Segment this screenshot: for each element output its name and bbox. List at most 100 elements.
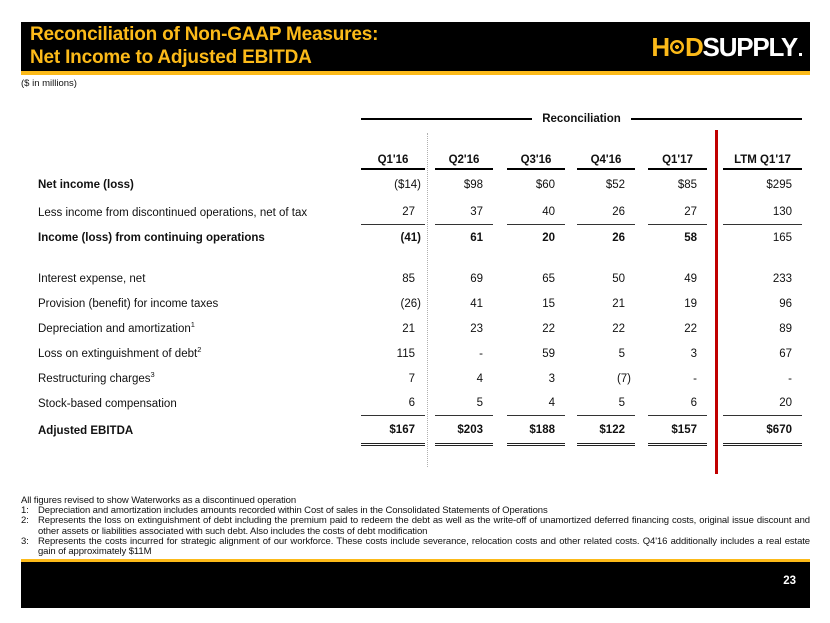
row-label: Income (loss) from continuing operations — [38, 231, 265, 244]
row-label: Restructuring charges3 — [38, 369, 155, 385]
page-number: 23 — [783, 575, 796, 587]
column-header: Q1'17 — [648, 142, 707, 170]
value-cell: 233 — [772, 272, 792, 285]
row-label: Loss on extinguishment of debt2 — [38, 344, 202, 360]
ltm-red-divider — [715, 130, 718, 474]
value-cell: 50 — [612, 272, 625, 285]
value-cell: (41) — [400, 231, 421, 244]
page-title-line1: Reconciliation of Non-GAAP Measures: — [30, 24, 379, 45]
value-cell: 40 — [507, 200, 565, 225]
footer-bar: 23 — [21, 562, 810, 608]
value-cell: 26 — [577, 200, 635, 225]
value-cell: 20 — [542, 231, 555, 244]
value-cell: $188 — [507, 416, 565, 446]
value-cell: 5 — [577, 391, 635, 416]
value-cell: 15 — [542, 297, 555, 310]
value-cell: 4 — [476, 372, 483, 385]
value-cell: 85 — [402, 272, 415, 285]
value-cell: 6 — [648, 391, 707, 416]
value-cell: 4 — [507, 391, 565, 416]
value-cell: - — [479, 347, 483, 360]
value-cell: $203 — [435, 416, 493, 446]
footnote-text: Represents the loss on extinguishment of… — [38, 515, 810, 537]
group-header-line-left — [361, 117, 533, 121]
value-cell: 26 — [612, 231, 625, 244]
table-row: Less income from discontinued operations… — [21, 200, 802, 225]
spacer-row — [21, 250, 802, 266]
row-label: Provision (benefit) for income taxes — [38, 297, 219, 310]
value-cell: (7) — [616, 372, 631, 385]
value-cell: $670 — [723, 416, 802, 446]
row-label: Depreciation and amortization1 — [38, 319, 195, 335]
footnote-text: Depreciation and amortization includes a… — [38, 505, 548, 517]
value-cell: 19 — [684, 297, 697, 310]
column-header: Q2'16 — [435, 142, 493, 170]
value-cell: 22 — [612, 322, 625, 335]
hd-supply-logo: H D SUPPLY — [651, 34, 802, 60]
row-label: Interest expense, net — [38, 272, 146, 285]
footnote-marker: 3: — [21, 535, 29, 547]
page-title: Reconciliation of Non-GAAP Measures: Net… — [30, 23, 378, 69]
group-header: Reconciliation — [361, 108, 803, 130]
footnote-marker: 2: — [21, 515, 29, 527]
table-row: Restructuring charges3 7 4 3 (7) - - — [21, 366, 802, 391]
group-header-line-right — [630, 117, 803, 121]
row-label: Stock-based compensation — [38, 397, 177, 410]
value-cell: 115 — [396, 347, 415, 360]
table-row: Net income (loss) ($14) $98 $60 $52 $85 $295 — [21, 170, 802, 200]
table-row: Income (loss) from continuing operations… — [21, 225, 802, 250]
value-cell: $60 — [535, 179, 555, 191]
footnote-marker: 1: — [21, 505, 29, 517]
registered-mark-icon — [799, 52, 802, 56]
logo-suffix: SUPPLY — [702, 31, 799, 62]
table-row: Provision (benefit) for income taxes (26)… — [21, 291, 802, 316]
value-cell: $295 — [766, 179, 792, 191]
value-cell: $85 — [677, 179, 697, 191]
value-cell: 23 — [470, 322, 483, 335]
value-cell: 41 — [470, 297, 483, 310]
value-cell: $122 — [577, 416, 635, 446]
footnote-preamble: All figures revised to show Waterworks a… — [21, 495, 297, 506]
logo-h: H — [651, 31, 670, 62]
footnote-item: 1: Depreciation and amortization includes… — [21, 505, 810, 517]
value-cell: (26) — [400, 297, 421, 310]
row-label: Adjusted EBITDA — [38, 425, 134, 437]
column-header: Q1'16 — [361, 142, 425, 170]
table-row: Loss on extinguishment of debt2 115 - 59 5 3 6… — [21, 341, 802, 366]
value-cell: 21 — [402, 322, 415, 335]
value-cell: 69 — [470, 272, 483, 285]
value-cell: 165 — [772, 231, 792, 244]
table-row: Stock-based compensation 6 5 4 5 6 20 — [21, 391, 802, 416]
value-cell: 89 — [779, 322, 792, 335]
footnotes: All figures revised to show Waterworks a… — [21, 495, 810, 558]
units-note: ($ in millions) — [21, 78, 77, 89]
value-cell: 65 — [542, 272, 555, 285]
value-cell: 96 — [779, 297, 792, 310]
header-bar: Reconciliation of Non-GAAP Measures: Net… — [21, 22, 810, 71]
column-header: LTM Q1'17 — [723, 142, 802, 170]
page-title-line2: Net Income to Adjusted EBITDA — [30, 47, 312, 68]
value-cell: 3 — [548, 372, 555, 385]
value-cell: 67 — [779, 347, 792, 360]
value-cell: $98 — [463, 179, 483, 191]
value-cell: 130 — [723, 200, 802, 225]
value-cell: 61 — [470, 231, 483, 244]
row-label: Net income (loss) — [38, 179, 134, 191]
value-cell: - — [788, 372, 792, 385]
footnote-item: 2: Represents the loss on extinguishment … — [21, 515, 810, 537]
column-header: Q4'16 — [577, 142, 635, 170]
value-cell: $52 — [605, 179, 625, 191]
footnote-item: 3: Represents the costs incurred for stra… — [21, 535, 810, 558]
footer-gold-line — [21, 559, 810, 562]
column-header-row: Q1'16 Q2'16 Q3'16 Q4'16 Q1'17 LTM Q1'17 — [21, 142, 802, 170]
value-cell: 5 — [435, 391, 493, 416]
header-gold-underline — [21, 71, 810, 75]
table-rows: Net income (loss) ($14) $98 $60 $52 $85 $295 Le… — [21, 170, 802, 446]
value-cell: 22 — [684, 322, 697, 335]
value-cell: 49 — [684, 272, 697, 285]
value-cell: 21 — [612, 297, 625, 310]
value-cell: 58 — [684, 231, 697, 244]
footnote-text: Represents the costs incurred for strate… — [38, 535, 810, 558]
value-cell: - — [693, 372, 697, 385]
table-row: Interest expense, net 85 69 65 50 49 233 — [21, 266, 802, 291]
